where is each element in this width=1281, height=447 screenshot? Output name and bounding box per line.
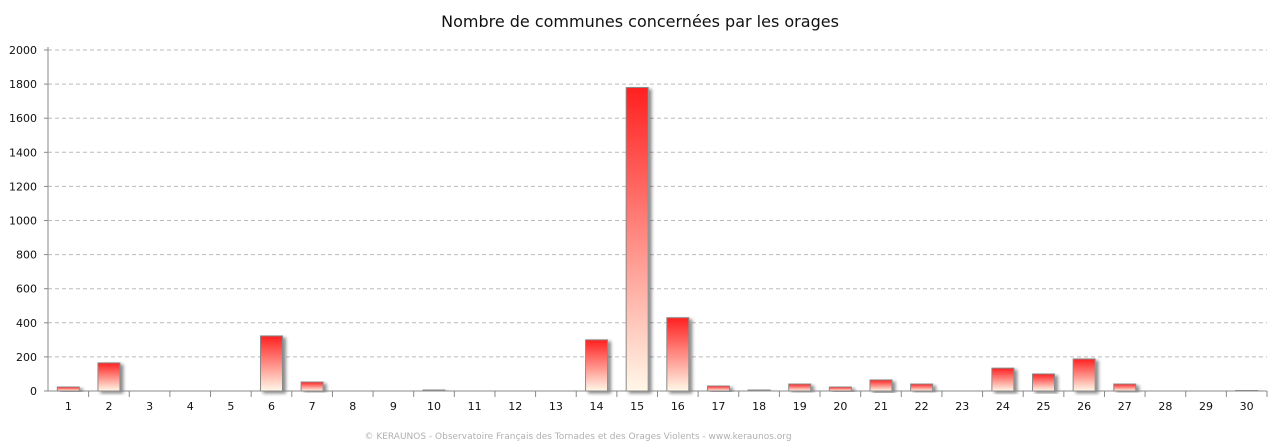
x-tick-label: 17 (711, 400, 725, 413)
y-tick-label: 1800 (9, 78, 37, 91)
bar-25 (1032, 373, 1056, 392)
x-tick-label: 21 (874, 400, 888, 413)
x-tick-label: 11 (468, 400, 482, 413)
y-tick-label: 200 (16, 351, 37, 364)
chart-title: Nombre de communes concernées par les or… (441, 12, 839, 31)
bar-19 (788, 383, 812, 392)
y-tick-label: 0 (30, 385, 37, 398)
x-tick-label: 27 (1118, 400, 1132, 413)
y-tick-label: 1400 (9, 146, 37, 159)
y-tick-label: 800 (16, 249, 37, 262)
x-tick-label: 22 (915, 400, 929, 413)
bar-2 (97, 362, 121, 392)
bar-7 (300, 381, 324, 392)
bar-21 (869, 379, 893, 392)
x-tick-label: 28 (1158, 400, 1172, 413)
y-tick-label: 1600 (9, 112, 37, 125)
x-tick-label: 4 (187, 400, 194, 413)
x-tick-label: 6 (268, 400, 275, 413)
footer-credit: © KERAUNOS - Observatoire Français des T… (364, 432, 791, 442)
x-tick-label: 1 (65, 400, 72, 413)
bar-14 (585, 339, 609, 392)
x-tick-label: 18 (752, 400, 766, 413)
x-tick-label: 29 (1199, 400, 1213, 413)
bar-15 (625, 87, 649, 392)
x-tick-label: 2 (105, 400, 112, 413)
bar-24 (991, 367, 1015, 392)
x-tick-label: 13 (549, 400, 563, 413)
x-tick-label: 16 (671, 400, 685, 413)
x-tick-label: 14 (590, 400, 604, 413)
x-tick-label: 23 (955, 400, 969, 413)
x-tick-label: 24 (996, 400, 1010, 413)
y-tick-label: 600 (16, 283, 37, 296)
x-tick-label: 30 (1240, 400, 1254, 413)
x-tick-label: 19 (793, 400, 807, 413)
bar-20 (828, 386, 852, 392)
bar-1 (56, 386, 80, 392)
x-tick-label: 9 (390, 400, 397, 413)
bar-16 (666, 317, 690, 392)
x-tick-label: 10 (427, 400, 441, 413)
x-tick-label: 8 (349, 400, 356, 413)
bar-22 (910, 383, 934, 392)
x-tick-label: 7 (309, 400, 316, 413)
bar-26 (1072, 358, 1096, 392)
y-tick-label: 1000 (9, 215, 37, 228)
x-tick-label: 20 (833, 400, 847, 413)
bar-6 (259, 335, 283, 392)
bar-27 (1113, 383, 1137, 392)
x-tick-label: 5 (227, 400, 234, 413)
x-tick-label: 25 (1037, 400, 1051, 413)
x-tick-label: 3 (146, 400, 153, 413)
y-tick-label: 2000 (9, 44, 37, 57)
x-tick-label: 15 (630, 400, 644, 413)
x-tick-label: 12 (508, 400, 522, 413)
y-tick-label: 400 (16, 317, 37, 330)
y-tick-label: 1200 (9, 180, 37, 193)
x-tick-label: 26 (1077, 400, 1091, 413)
bar-17 (706, 385, 730, 392)
